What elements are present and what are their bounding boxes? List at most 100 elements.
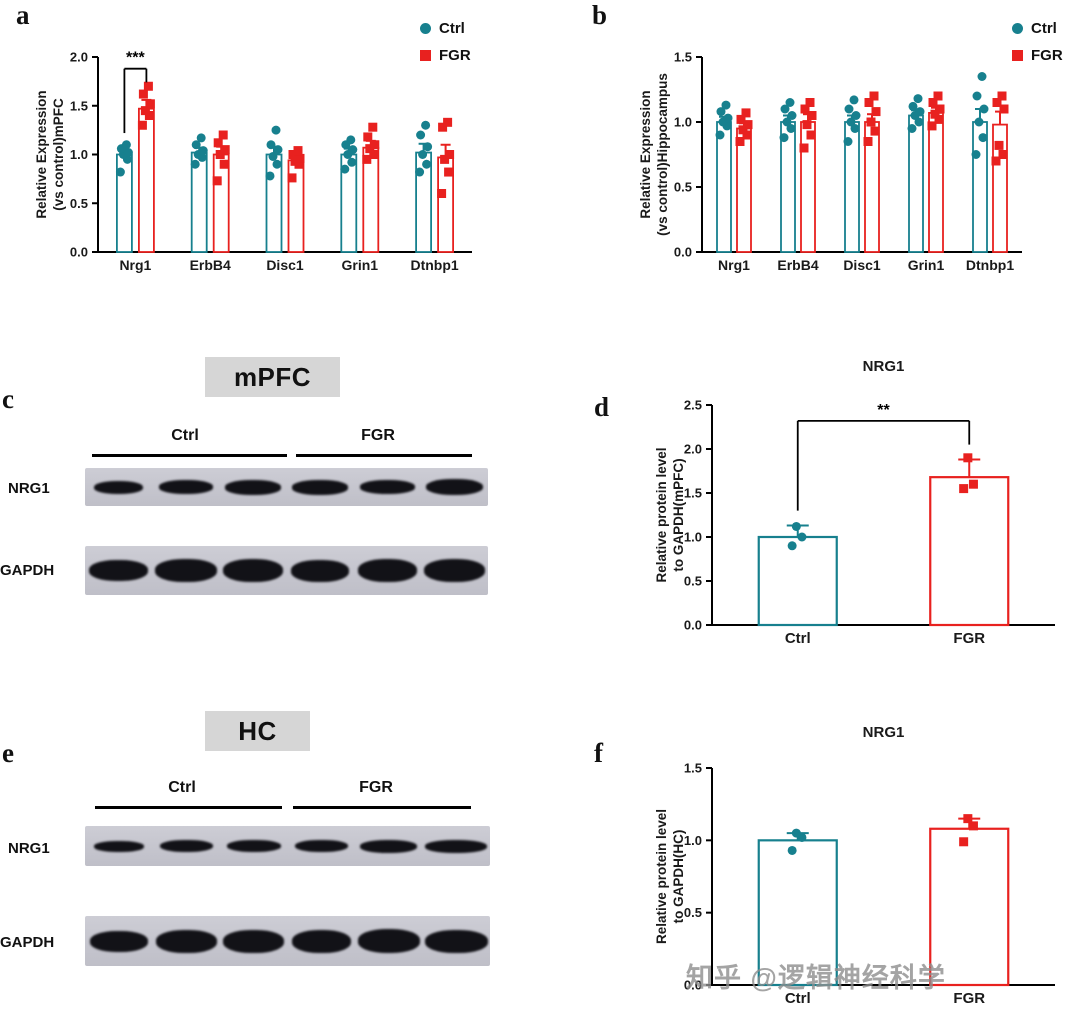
- mrna-expression-chart-hippocampus: 0.0 0.5 1.0 1.5 Relative Expression (vs contr…: [638, 50, 1022, 273]
- blot-band: [224, 479, 282, 495]
- y-tick-label: 0.5: [684, 905, 702, 920]
- data-point-fgr: [444, 167, 454, 177]
- blot-band: [223, 929, 285, 953]
- data-point-fgr: [437, 189, 447, 198]
- data-point-ctrl: [422, 159, 432, 169]
- data-point-ctrl: [423, 142, 433, 152]
- ctrl-circle-marker-icon: [1012, 23, 1023, 34]
- data-point-fgr: [220, 145, 230, 155]
- y-axis-label: Relative protein level: [654, 809, 669, 944]
- data-point-ctrl: [914, 117, 924, 127]
- legend-mpfc-chart: Ctrl FGR: [420, 20, 471, 64]
- data-point-ctrl: [191, 140, 201, 150]
- y-tick-label: 0.0: [674, 245, 692, 260]
- blot-band: [357, 559, 417, 582]
- data-point-fgr: [735, 137, 745, 146]
- data-point-fgr: [963, 453, 973, 463]
- bar-fgr-grin1: [928, 112, 944, 253]
- protein-level-chart-hc: NRG1 0.0 0.5 1.0 1.5 Relative protein level to…: [654, 724, 1055, 1007]
- blot-e-row-label-nrg1: NRG1: [8, 840, 50, 857]
- data-point-fgr: [212, 176, 222, 186]
- data-point-ctrl: [272, 159, 282, 169]
- y-tick-label: 0.5: [684, 574, 702, 589]
- data-point-fgr: [927, 121, 937, 131]
- mrna-expression-chart-mpfc: 0.0 0.5 1.0 1.5 2.0 Relative Expression (vs co…: [34, 50, 472, 273]
- bar-fgr-nrg1: [137, 107, 155, 253]
- data-point-ctrl: [348, 145, 358, 155]
- blot-e-group-label-ctrl: Ctrl: [168, 779, 196, 796]
- data-point-fgr: [863, 137, 873, 146]
- blot-band: [226, 840, 281, 852]
- blot-band: [155, 929, 217, 953]
- data-point-ctrl: [787, 541, 797, 551]
- data-point-ctrl: [418, 150, 428, 159]
- data-point-fgr: [445, 150, 455, 159]
- data-point-ctrl: [723, 113, 733, 123]
- blot-band: [291, 479, 349, 495]
- x-tick-label: FGR: [953, 630, 985, 647]
- bar-ctrl-disc1: [265, 153, 283, 253]
- legend-item-fgr: FGR: [1012, 47, 1063, 64]
- blot-c-row-label-nrg1: NRG1: [8, 480, 50, 497]
- y-tick-label: 0.5: [70, 196, 88, 211]
- data-point-fgr: [293, 146, 303, 156]
- x-tick-label: FGR: [953, 990, 985, 1007]
- chart-title: NRG1: [863, 358, 905, 375]
- data-point-ctrl: [190, 159, 200, 169]
- x-tick-label: ErbB4: [777, 257, 818, 273]
- data-point-fgr: [997, 91, 1007, 101]
- data-point-ctrl: [266, 140, 276, 150]
- data-point-ctrl: [915, 107, 925, 117]
- data-point-fgr: [144, 111, 154, 120]
- bar-fgr-nrg1: [736, 127, 752, 253]
- data-point-fgr: [959, 837, 969, 847]
- data-point-fgr: [935, 104, 945, 114]
- data-point-fgr: [369, 150, 379, 159]
- legend-label-ctrl: Ctrl: [1031, 20, 1057, 37]
- panel-label-c: c: [2, 384, 14, 414]
- data-point-ctrl: [979, 104, 989, 114]
- y-axis-label: Relative Expression: [34, 90, 49, 218]
- data-point-fgr: [933, 91, 943, 101]
- blot-band: [291, 559, 349, 582]
- blot-e-gapdh-strip: [85, 916, 490, 966]
- data-point-fgr: [928, 98, 938, 107]
- data-point-ctrl: [346, 135, 356, 145]
- data-point-fgr: [137, 120, 147, 130]
- blot-e-row-label-gapdh: GAPDH: [0, 934, 55, 951]
- legend-item-fgr: FGR: [420, 47, 471, 64]
- data-point-fgr: [363, 132, 373, 142]
- data-point-fgr: [871, 107, 881, 117]
- blot-band: [425, 839, 488, 853]
- data-point-ctrl: [265, 171, 275, 181]
- data-point-fgr: [140, 106, 150, 116]
- data-point-ctrl: [851, 111, 861, 120]
- blot-c-fgr-underline: [296, 454, 472, 457]
- data-point-ctrl: [115, 167, 125, 177]
- panel-label-a: a: [16, 0, 30, 30]
- legend-label-fgr: FGR: [439, 47, 471, 64]
- blot-band: [360, 839, 418, 853]
- data-point-fgr: [370, 140, 380, 150]
- blot-band: [93, 840, 144, 852]
- data-point-fgr: [218, 130, 228, 140]
- blot-e-group-label-fgr: FGR: [359, 779, 393, 796]
- bar-ctrl-ctrl: [757, 535, 838, 627]
- data-point-ctrl: [782, 117, 792, 127]
- blot-band: [294, 840, 348, 852]
- blot-e-ctrl-underline: [95, 806, 282, 809]
- y-tick-label: 1.0: [684, 833, 702, 848]
- data-point-ctrl: [846, 117, 856, 127]
- data-point-fgr: [288, 150, 298, 159]
- x-tick-label: Disc1: [843, 257, 881, 273]
- data-point-ctrl: [198, 146, 208, 156]
- data-point-fgr: [741, 108, 751, 118]
- data-point-fgr: [866, 117, 876, 127]
- data-point-fgr: [963, 814, 973, 824]
- y-tick-label: 0.0: [684, 618, 702, 633]
- y-axis-label: Relative Expression: [638, 90, 653, 218]
- data-point-fgr: [805, 98, 815, 107]
- bar-ctrl-grin1: [908, 114, 924, 253]
- data-point-fgr: [991, 156, 1001, 166]
